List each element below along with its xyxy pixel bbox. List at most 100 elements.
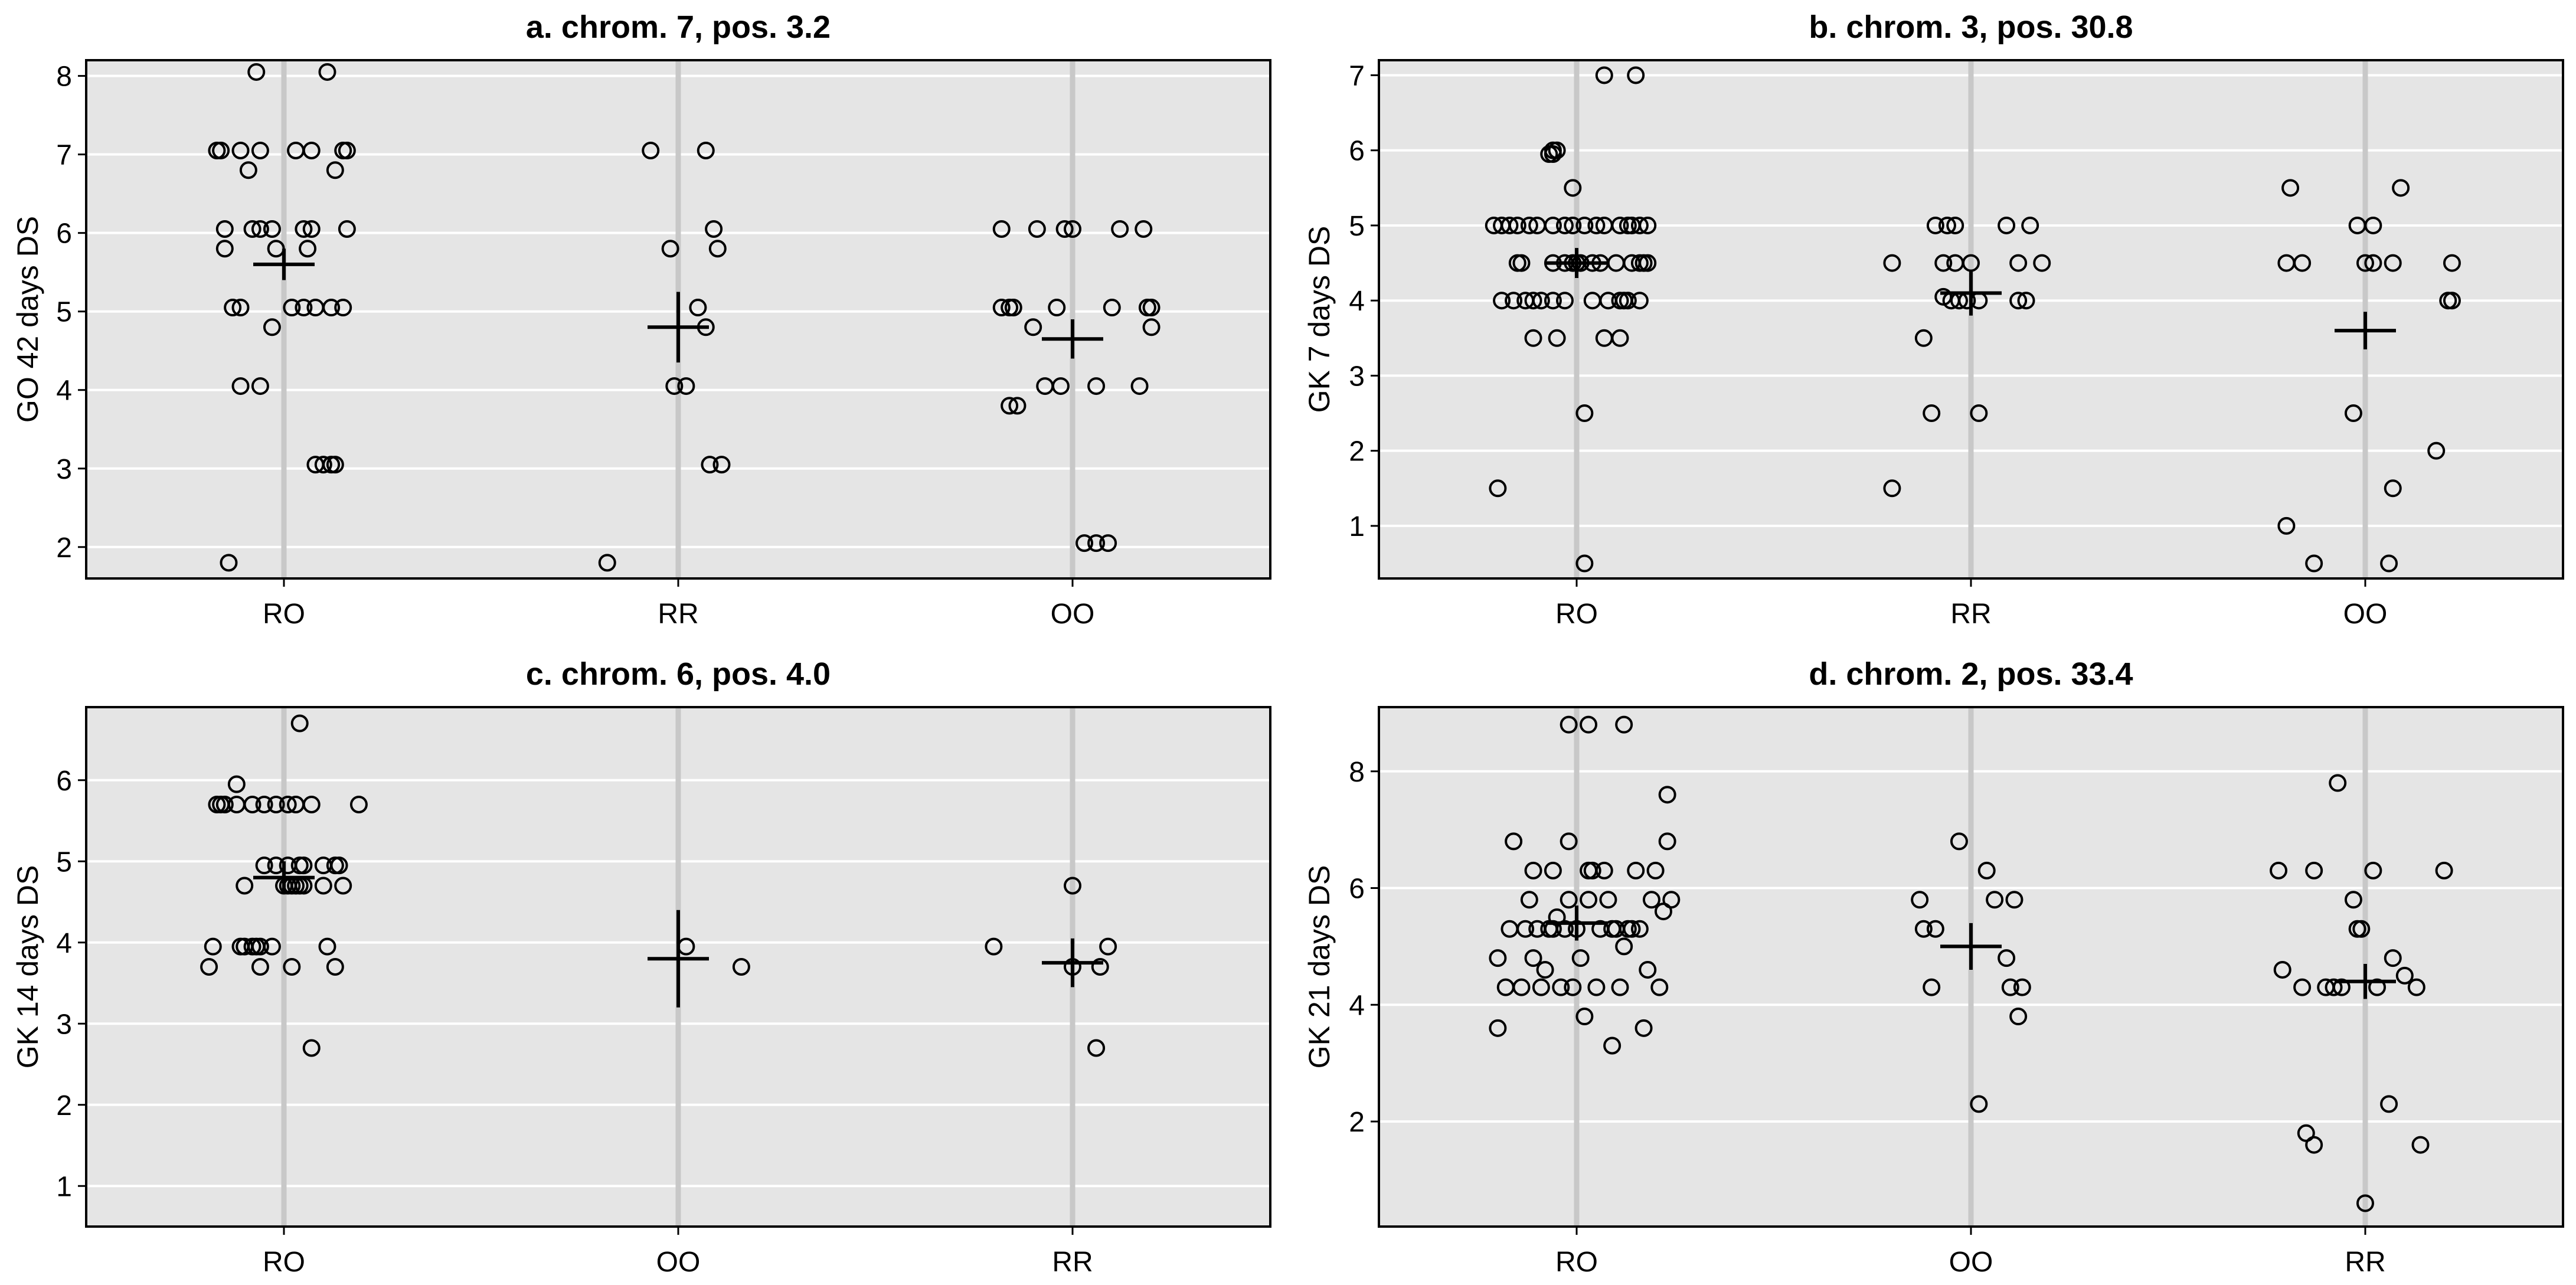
panel-b-point-RO <box>1512 254 1531 272</box>
panel-a-point-RO <box>334 299 352 317</box>
panel-b-point-RO <box>1575 216 1594 234</box>
panel-b-y-tick-label: 2 <box>1349 436 1365 467</box>
panel-c-point-RO <box>255 856 273 875</box>
panel-d-point-RR <box>2435 861 2453 879</box>
panel-b-point-RO <box>1489 479 1507 498</box>
panel-a-point-RR <box>598 554 616 572</box>
panel-a-point-OO <box>1024 318 1042 336</box>
panel-b-point-RO <box>1611 329 1629 347</box>
panel-b-point-RO <box>1493 292 1511 310</box>
panel-b-point-RO <box>1630 292 1649 310</box>
panel-b-point-RO <box>1575 404 1594 423</box>
panel-d-point-RR <box>2270 861 2288 879</box>
panel-a-point-OO <box>1087 534 1106 552</box>
panel-a-point-OO <box>992 299 1011 317</box>
panel-a-point-RR <box>712 456 731 474</box>
panel-b-point-OO <box>2364 254 2382 272</box>
panel-d-point-RO <box>1615 715 1633 734</box>
panel-b-title: b. chrom. 3, pos. 30.8 <box>1809 9 2133 45</box>
panel-a-point-RO <box>215 220 234 238</box>
panel-b-point-RO <box>1595 66 1613 84</box>
panel-d-point-RO <box>1662 891 1681 909</box>
panel-d-point-RO <box>1536 960 1554 979</box>
panel-d-point-OO <box>1950 832 1968 851</box>
panel-a-point-RO <box>283 299 301 317</box>
panel-b-y-tick-label: 4 <box>1349 286 1365 317</box>
panel-b-point-RO <box>1505 292 1523 310</box>
panel-d-y-axis-label: GK 21 days DS <box>1303 865 1336 1069</box>
panel-b-point-RR <box>2021 216 2039 234</box>
panel-a-point-OO <box>1099 534 1117 552</box>
panel-b-point-OO <box>2384 479 2402 498</box>
panel-d-point-RR <box>2407 978 2425 996</box>
panel-b-y-tick-label: 7 <box>1349 60 1365 91</box>
panel-b-point-RO <box>1532 292 1550 310</box>
panel-d-point-RO <box>1560 832 1578 851</box>
panel-d-point-RO <box>1580 715 1598 734</box>
panel-d-y-tick-label: 8 <box>1349 757 1365 788</box>
panel-a-point-RO <box>338 220 356 238</box>
panel-a-point-RO <box>302 220 321 238</box>
panel-c-point-RO <box>251 937 269 956</box>
panel-a-point-RO <box>243 220 261 238</box>
panel-c-x-tick-label-RR: RR <box>1052 1247 1093 1278</box>
panel-b-point-OO <box>2384 254 2402 272</box>
panel-c-point-RO <box>215 796 234 813</box>
panel-a-y-tick-label: 2 <box>56 532 72 564</box>
panel-d-point-RO <box>1512 978 1531 996</box>
panel-c-point-RO <box>349 796 368 813</box>
panel-d-point-RO <box>1560 715 1578 734</box>
panel-a-point-RO <box>326 161 344 179</box>
panel-c-point-RO <box>200 958 218 976</box>
panel-d-point-RO <box>1615 937 1633 956</box>
panel-b-point-RO <box>1548 329 1566 347</box>
panel-a-point-RO <box>263 318 281 336</box>
panel-c-point-RO <box>204 937 222 956</box>
panel-d-point-RR <box>2411 1136 2430 1154</box>
panel-b-point-RO <box>1524 329 1542 347</box>
panel-b-point-RO <box>1544 216 1562 234</box>
panel-c-y-tick-label: 5 <box>56 846 72 878</box>
panel-a-point-RR <box>677 377 695 395</box>
panel-b-point-OO <box>2293 254 2312 272</box>
panel-d-point-RR <box>2395 966 2414 985</box>
panel-a-point-RO <box>314 456 332 474</box>
panel-b-x-tick-label-RR: RR <box>1950 599 1991 630</box>
panel-a-point-RO <box>251 141 269 159</box>
panel-a-point-RO <box>212 141 230 159</box>
panel-d-title: d. chrom. 2, pos. 33.4 <box>1809 656 2133 692</box>
panel-b-point-RR <box>2033 254 2051 272</box>
panel-c-point-RO <box>295 856 313 875</box>
panel-b-point-RO <box>1587 216 1606 234</box>
panel-c-point-RO <box>290 714 309 733</box>
panel-d-point-RO <box>1599 891 1617 909</box>
panel-b-point-RR <box>1883 479 1901 498</box>
panel-d-point-RR <box>2364 861 2382 879</box>
panel-a-y-tick-label: 8 <box>56 61 72 93</box>
panel-a-x-tick-label-RO: RO <box>263 599 305 630</box>
panel-a-point-RR <box>661 240 679 258</box>
panel-d-point-RO <box>1560 891 1578 909</box>
panel-b-point-RO <box>1630 216 1649 234</box>
panel-c-y-axis-label: GK 14 days DS <box>11 865 44 1069</box>
panel-b-point-OO <box>2392 179 2410 197</box>
panel-b-point-RO <box>1564 216 1582 234</box>
panel-c-point-RO <box>267 796 285 813</box>
panel-a-y-tick-label: 6 <box>56 218 72 250</box>
panel-a-x-tick-label-RR: RR <box>658 599 698 630</box>
panel-d-point-RO <box>1505 832 1523 851</box>
panel-a-point-RO <box>215 240 234 258</box>
panel-b-y-tick-label: 3 <box>1349 361 1365 392</box>
panel-d-point-RR <box>2352 920 2371 938</box>
panel-d-point-RO <box>1564 978 1582 996</box>
panel-b-point-RR <box>2009 292 2028 310</box>
panel-d-point-OO <box>1914 920 1933 938</box>
panel-b-point-RO <box>1639 254 1657 272</box>
panel-a-point-OO <box>1028 220 1046 238</box>
panel-a-point-RO <box>326 456 344 474</box>
panel-a-y-axis-label: GO 42 days DS <box>11 216 44 423</box>
panel-c-y-tick-label: 4 <box>56 928 72 959</box>
panel-d-point-RR <box>2305 1136 2323 1154</box>
panel-a-point-OO <box>1048 299 1066 317</box>
panel-a-point-RO <box>224 299 242 317</box>
